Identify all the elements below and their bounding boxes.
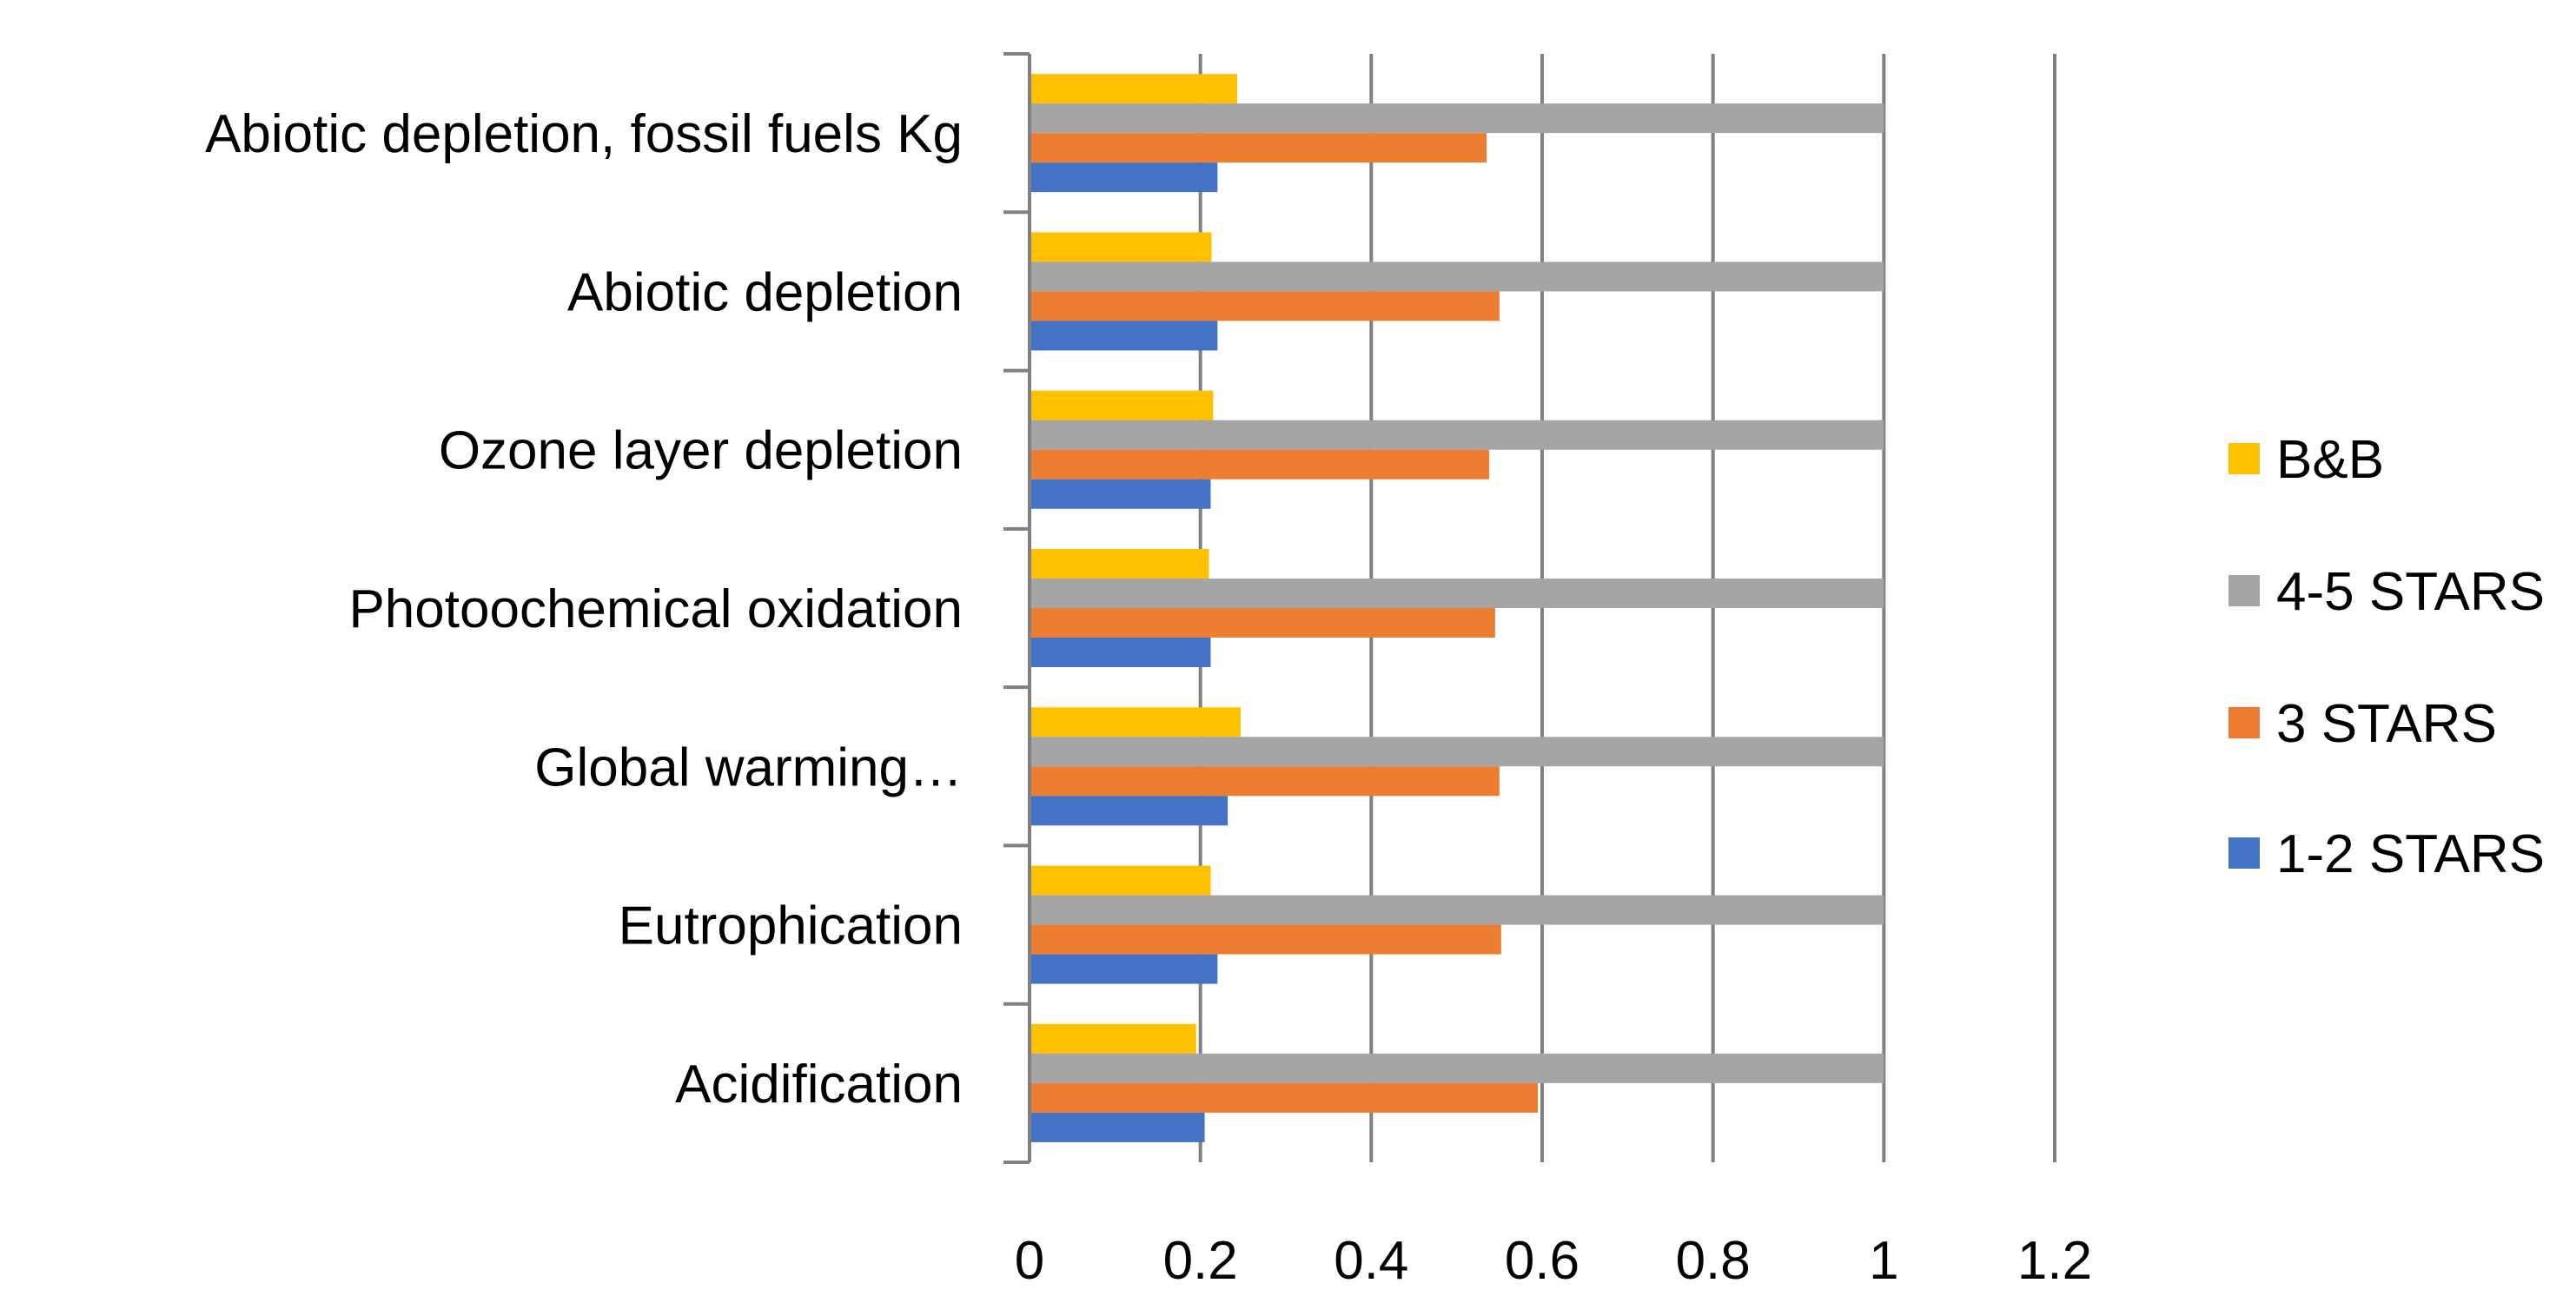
bar-4-5-stars-4 xyxy=(1030,420,1884,450)
category-label: Eutrophication xyxy=(619,896,963,956)
bar-3-stars-0 xyxy=(1030,1082,1539,1113)
category-label: Photoochemical oxidation xyxy=(348,579,963,639)
bars xyxy=(1030,74,1884,1142)
legend-label: B&B xyxy=(2276,430,2384,490)
bar-4-5-stars-1 xyxy=(1030,895,1884,925)
y-axis xyxy=(1003,52,1031,1164)
bar-1-2-stars-2 xyxy=(1030,796,1228,826)
legend: B&B 4-5 STARS 3 STARS 1-2 STARS xyxy=(2228,430,2545,884)
bar-1-2-stars-4 xyxy=(1030,479,1211,509)
bar-4-5-stars-5 xyxy=(1030,261,1884,292)
bar-b-b-2 xyxy=(1030,707,1241,737)
bar-b-b-1 xyxy=(1030,865,1211,896)
legend-swatch-1-2-stars xyxy=(2228,837,2260,869)
x-tick-label: 0.2 xyxy=(1163,1231,1238,1291)
bar-4-5-stars-2 xyxy=(1030,737,1884,767)
legend-label: 4-5 STARS xyxy=(2276,562,2545,622)
bar-4-5-stars-0 xyxy=(1030,1053,1884,1083)
bar-3-stars-5 xyxy=(1030,291,1500,321)
category-label: Acidification xyxy=(675,1055,963,1114)
bar-1-2-stars-0 xyxy=(1030,1112,1205,1142)
bar-b-b-0 xyxy=(1030,1023,1196,1054)
bar-3-stars-4 xyxy=(1030,449,1490,480)
category-label: Ozone layer depletion xyxy=(439,421,963,481)
legend-label: 3 STARS xyxy=(2276,694,2497,754)
bar-b-b-6 xyxy=(1030,74,1237,104)
x-tick-label: 0.8 xyxy=(1676,1231,1751,1291)
bar-b-b-3 xyxy=(1030,549,1209,579)
x-tick-labels: 0 0.2 0.4 0.6 0.8 1 1.2 xyxy=(1015,1231,2092,1291)
x-tick-label: 0.4 xyxy=(1334,1231,1408,1291)
x-tick-label: 0.6 xyxy=(1505,1231,1579,1291)
bar-4-5-stars-3 xyxy=(1030,579,1884,608)
bar-4-5-stars-6 xyxy=(1030,103,1884,134)
bar-b-b-5 xyxy=(1030,232,1212,262)
bar-1-2-stars-1 xyxy=(1030,954,1218,984)
legend-swatch-b-b xyxy=(2228,443,2260,474)
legend-swatch-4-5-stars xyxy=(2228,575,2260,606)
bar-3-stars-2 xyxy=(1030,766,1500,797)
x-tick-label: 1 xyxy=(1869,1231,1898,1291)
bar-3-stars-6 xyxy=(1030,133,1487,163)
bar-1-2-stars-3 xyxy=(1030,638,1211,667)
legend-swatch-3-stars xyxy=(2228,707,2260,738)
bar-1-2-stars-6 xyxy=(1030,162,1218,193)
bar-1-2-stars-5 xyxy=(1030,321,1218,351)
category-label: Abiotic depletion, fossil fuels Kg xyxy=(205,104,963,164)
category-label: Global warming… xyxy=(534,737,963,797)
bar-b-b-4 xyxy=(1030,390,1214,420)
category-labels: Acidification Eutrophication Global warmin… xyxy=(205,104,963,1114)
x-tick-label: 1.2 xyxy=(2017,1231,2092,1291)
category-label: Abiotic depletion xyxy=(567,262,963,322)
bar-3-stars-1 xyxy=(1030,924,1501,955)
x-tick-label: 0 xyxy=(1015,1231,1044,1291)
bar-3-stars-3 xyxy=(1030,608,1495,638)
legend-label: 1-2 STARS xyxy=(2276,824,2545,884)
